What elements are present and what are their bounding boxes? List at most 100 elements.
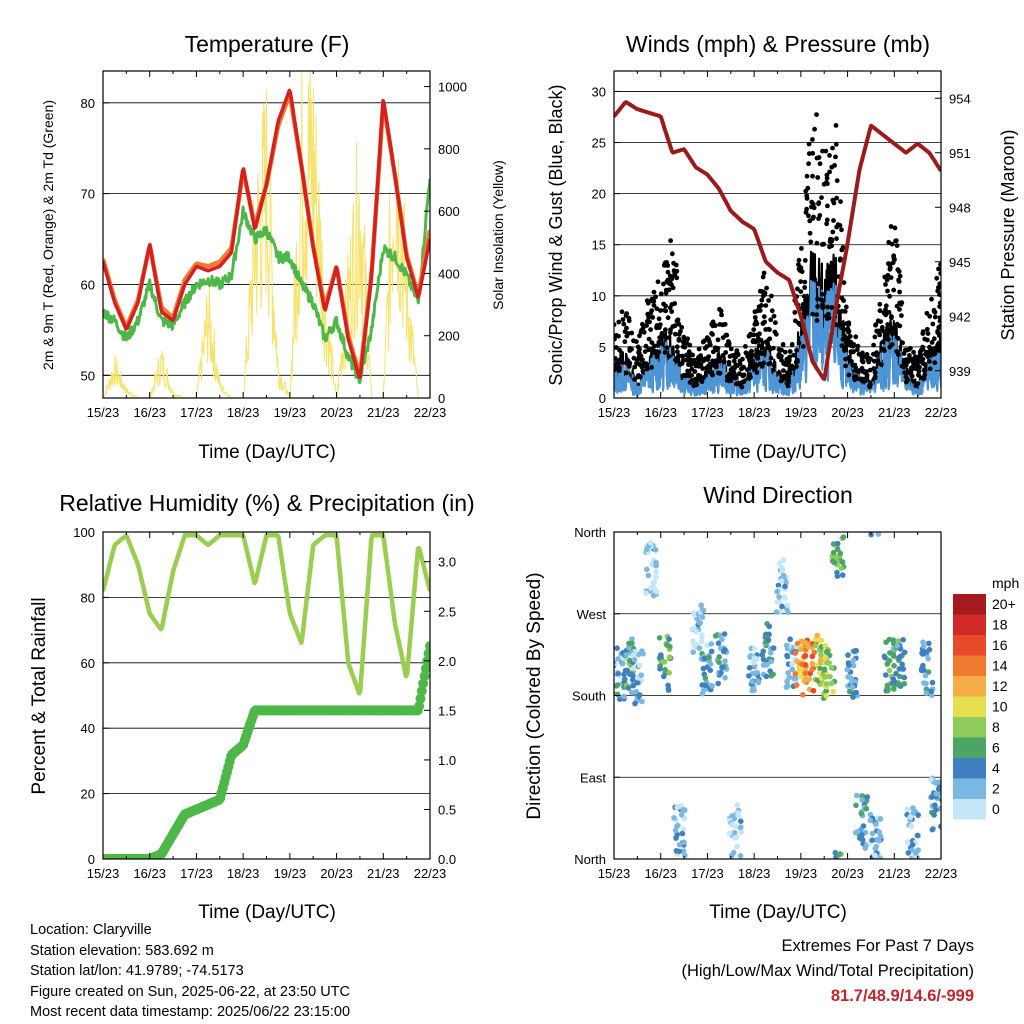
legend-swatch bbox=[953, 614, 986, 635]
gust-point bbox=[726, 341, 732, 346]
y-tick-label: East bbox=[580, 770, 606, 785]
direction-point bbox=[621, 693, 627, 700]
legend-label: 20+ bbox=[992, 596, 1016, 612]
legend-label: 18 bbox=[992, 617, 1008, 633]
direction-point bbox=[810, 661, 816, 667]
gust-point bbox=[614, 356, 618, 361]
direction-point bbox=[921, 650, 927, 657]
gust-point bbox=[930, 321, 936, 327]
gust-point bbox=[779, 357, 784, 363]
direction-point bbox=[636, 692, 643, 698]
gust-point bbox=[654, 323, 660, 329]
direction-point bbox=[892, 679, 898, 686]
x-tick-label: 18/23 bbox=[227, 866, 260, 881]
gust-point bbox=[678, 329, 683, 334]
gust-point bbox=[649, 296, 655, 302]
direction-point bbox=[623, 652, 630, 658]
legend-label: 4 bbox=[992, 760, 1000, 776]
direction-point bbox=[734, 802, 741, 808]
gust-point bbox=[834, 195, 840, 201]
gust-point bbox=[791, 366, 797, 371]
gust-point bbox=[907, 353, 912, 358]
x-tick-label: 17/23 bbox=[180, 866, 213, 881]
direction-point bbox=[883, 672, 889, 678]
gust-point bbox=[780, 342, 786, 347]
gust-point bbox=[938, 271, 941, 276]
gust-point bbox=[698, 353, 703, 358]
gust-point bbox=[917, 364, 922, 370]
temperature-ylabel-right: Solar Insolation (Yellow) bbox=[490, 160, 506, 310]
gust-point bbox=[897, 289, 902, 295]
gust-point bbox=[807, 218, 813, 224]
gust-point bbox=[900, 340, 905, 346]
gust-point bbox=[645, 311, 651, 317]
direction-point bbox=[789, 666, 796, 673]
direction-point bbox=[653, 574, 659, 580]
humidity-left-ticks: 0 20 40 60 80 100 bbox=[73, 525, 109, 867]
gust-point bbox=[819, 291, 825, 297]
direction-point bbox=[877, 833, 884, 840]
gust-point bbox=[643, 343, 649, 349]
gust-point bbox=[661, 281, 666, 287]
x-tick-label: 22/23 bbox=[414, 866, 447, 881]
humidity-panel: Relative Humidity (%) & Precipitation (i… bbox=[29, 490, 475, 923]
direction-point bbox=[853, 802, 859, 809]
direction-point bbox=[858, 810, 865, 817]
direction-point bbox=[817, 665, 823, 672]
gust-point bbox=[739, 384, 745, 390]
gust-point bbox=[642, 349, 648, 354]
direction-point bbox=[673, 848, 680, 854]
gust-point bbox=[700, 366, 706, 371]
gust-point bbox=[674, 318, 680, 324]
gust-point bbox=[649, 365, 654, 370]
gust-point bbox=[673, 357, 678, 363]
x-tick-label: 21/23 bbox=[367, 866, 400, 881]
direction-point bbox=[644, 546, 650, 552]
direction-point bbox=[900, 637, 906, 643]
gust-point bbox=[854, 347, 860, 353]
gust-point bbox=[782, 361, 788, 367]
gust-point bbox=[743, 350, 749, 356]
gust-point bbox=[932, 351, 938, 356]
direction-point bbox=[784, 678, 790, 685]
direction-point bbox=[699, 632, 705, 638]
gust-point bbox=[826, 274, 832, 279]
y-tick-label: West bbox=[577, 607, 607, 622]
gust-point bbox=[902, 370, 907, 375]
gust-point bbox=[820, 298, 826, 304]
direction-point bbox=[780, 557, 787, 563]
gust-point bbox=[839, 295, 845, 301]
direction-point bbox=[909, 842, 916, 848]
gust-point bbox=[936, 348, 941, 353]
direction-point bbox=[708, 641, 715, 647]
gust-point bbox=[761, 270, 767, 276]
gust-point bbox=[877, 301, 883, 307]
direction-point bbox=[854, 792, 860, 799]
gust-point bbox=[824, 180, 829, 185]
legend-unit: mph bbox=[992, 575, 1019, 591]
gust-point bbox=[824, 172, 830, 178]
direction-point bbox=[767, 650, 774, 656]
humidity-plot-frame bbox=[102, 531, 431, 860]
direction-point bbox=[774, 588, 780, 595]
gust-point bbox=[777, 370, 782, 376]
gust-point bbox=[803, 311, 808, 317]
gust-point bbox=[638, 353, 644, 359]
gust-point bbox=[809, 204, 814, 210]
gust-point bbox=[893, 238, 899, 244]
direction-point bbox=[884, 682, 891, 689]
gust-point bbox=[872, 358, 877, 364]
gust-point bbox=[925, 354, 931, 359]
y-tick-label: 100 bbox=[73, 525, 95, 540]
gust-point bbox=[786, 377, 791, 383]
gust-point bbox=[853, 334, 859, 340]
direction-point bbox=[690, 610, 697, 616]
gust-point bbox=[666, 335, 672, 340]
direction-point bbox=[696, 645, 703, 651]
gust-point bbox=[755, 355, 760, 361]
gust-point bbox=[843, 340, 849, 346]
gust-point bbox=[635, 344, 641, 350]
gust-point bbox=[922, 362, 928, 368]
gust-point bbox=[885, 322, 891, 327]
y2-tick-label: 2.0 bbox=[438, 654, 456, 669]
